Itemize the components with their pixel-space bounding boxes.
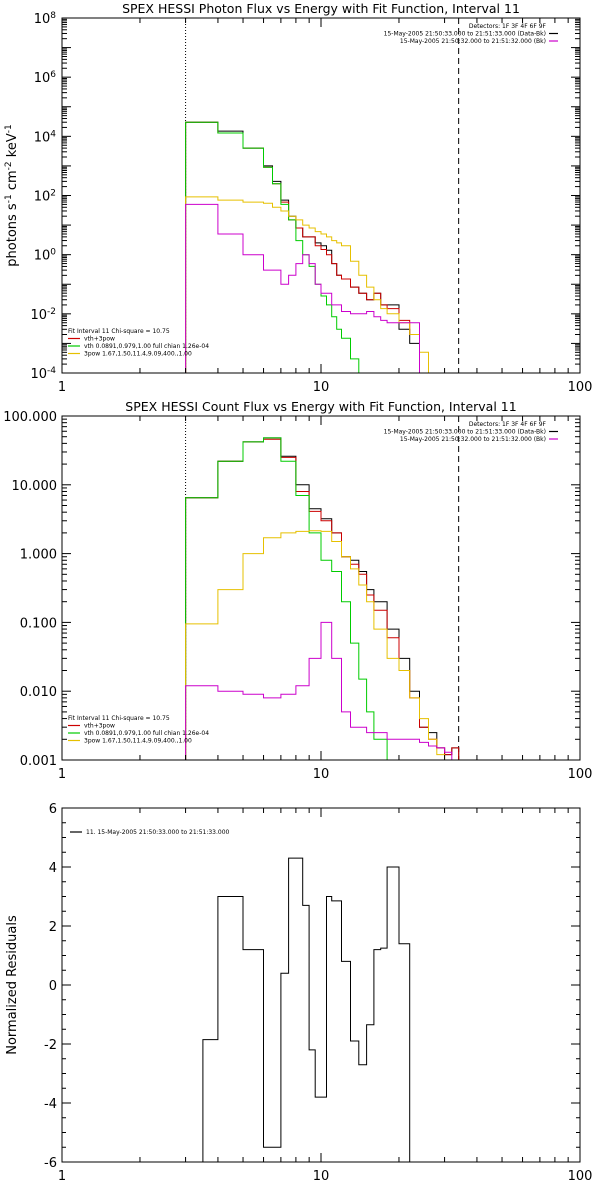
legend-top-entry: 11. 15-May-2005 21:50:33.000 to 21:51:33… bbox=[86, 829, 230, 836]
y-axis-label: photons s-1 cm-2 keV-1 bbox=[4, 124, 20, 266]
y-tick-label: 10.000 bbox=[12, 479, 58, 494]
y-tick-label: -6 bbox=[44, 1156, 57, 1171]
legend-bottom-entry: 3pow 1.67,1.50,11.4,9.09,400.,1.00 bbox=[84, 351, 192, 358]
series-bk bbox=[185, 621, 460, 760]
legend-bottom-entry: Fit Interval 11 Chi-square = 10.75 bbox=[68, 715, 170, 722]
series-3pow bbox=[185, 196, 438, 373]
y-tick-label: -4 bbox=[44, 1097, 57, 1112]
legend-bottom-entry: Fit Interval 11 Chi-square = 10.75 bbox=[68, 328, 170, 335]
y-tick-label: 104 bbox=[34, 129, 57, 145]
x-tick-label: 10 bbox=[313, 1169, 330, 1184]
y-tick-label: 0.010 bbox=[20, 685, 57, 700]
legend-top-entry: 15-May-2005 21:50:32.000 to 21:51:32.000… bbox=[400, 38, 546, 45]
plot-frame bbox=[61, 415, 581, 761]
x-tick-label: 100 bbox=[568, 1169, 593, 1184]
legend-top-entry: 15-May-2005 21:50:32.000 to 21:51:32.000… bbox=[400, 436, 546, 443]
y-tick-label: 6 bbox=[49, 802, 57, 817]
series-vth bbox=[185, 437, 388, 760]
y-tick-label: 2 bbox=[49, 920, 57, 935]
y-tick-label: 0.100 bbox=[20, 616, 57, 631]
x-tick-label: 10 bbox=[313, 767, 330, 782]
x-tick-label: 1 bbox=[58, 1169, 66, 1184]
plot-frame bbox=[61, 17, 581, 374]
y-tick-label: 108 bbox=[34, 11, 57, 27]
y-tick-label: 0 bbox=[49, 979, 57, 994]
y-tick-label: 102 bbox=[34, 189, 56, 205]
series-vth-3pow bbox=[185, 438, 460, 760]
plot-frame bbox=[61, 807, 581, 1163]
x-tick-label: 100 bbox=[568, 380, 593, 395]
y-tick-label: 10-2 bbox=[30, 307, 56, 323]
legend-top-entry: 15-May-2005 21:50:33.000 to 21:51:33.000… bbox=[384, 429, 546, 436]
y-tick-label: 10-4 bbox=[30, 366, 56, 382]
y-axis-label: Normalized Residuals bbox=[5, 915, 20, 1055]
y-tick-label: 0.001 bbox=[20, 754, 57, 769]
series-data-bk bbox=[185, 121, 420, 373]
legend-bottom-entry: vth 0.0891,0.979,1.00 full chian 1.26e-0… bbox=[84, 730, 209, 737]
x-tick-label: 1 bbox=[58, 767, 66, 782]
chart-panel-1: SPEX HESSI Photon Flux vs Energy with Fi… bbox=[4, 1, 593, 395]
chart-panel-2: SPEX HESSI Count Flux vs Energy with Fit… bbox=[3, 399, 593, 782]
x-tick-label: 10 bbox=[313, 380, 330, 395]
legend-bottom-entry: vth+3pow bbox=[84, 336, 115, 343]
x-tick-label: 100 bbox=[568, 767, 593, 782]
series-3pow bbox=[185, 530, 453, 760]
series-residuals bbox=[202, 857, 411, 1162]
x-tick-label: 1 bbox=[58, 380, 66, 395]
legend-bottom-entry: vth+3pow bbox=[84, 723, 115, 730]
y-tick-label: 4 bbox=[49, 861, 57, 876]
series-vth-3pow bbox=[185, 121, 420, 373]
series-data-bk bbox=[185, 437, 460, 760]
chart-title: SPEX HESSI Photon Flux vs Energy with Fi… bbox=[122, 1, 520, 16]
legend-top-entry: Detectors: 1F 3F 4F 6F 9F bbox=[469, 23, 547, 30]
chart-title: SPEX HESSI Count Flux vs Energy with Fit… bbox=[125, 399, 516, 414]
legend-bottom-entry: 3pow 1.67,1.50,11.4,9.09,400.,1.00 bbox=[84, 738, 192, 745]
y-tick-label: 100.000 bbox=[3, 410, 57, 425]
series-vth bbox=[185, 121, 368, 373]
legend-top-entry: 15-May-2005 21:50:33.000 to 21:51:33.000… bbox=[384, 31, 546, 38]
y-tick-label: 100 bbox=[34, 248, 57, 264]
y-tick-label: 106 bbox=[34, 70, 57, 86]
series-bk bbox=[185, 203, 420, 373]
y-tick-label: -2 bbox=[44, 1038, 57, 1053]
chart-panel-3: Normalized Residuals 1 10 100 -6 -4 -2 0 2 4 6 11. … bbox=[5, 802, 592, 1184]
legend-top-entry: Detectors: 1F 3F 4F 6F 9F bbox=[469, 421, 547, 428]
y-tick-label: 1.000 bbox=[20, 548, 57, 563]
legend-bottom-entry: vth 0.0891,0.979,1.00 full chian 1.26e-0… bbox=[84, 343, 209, 350]
